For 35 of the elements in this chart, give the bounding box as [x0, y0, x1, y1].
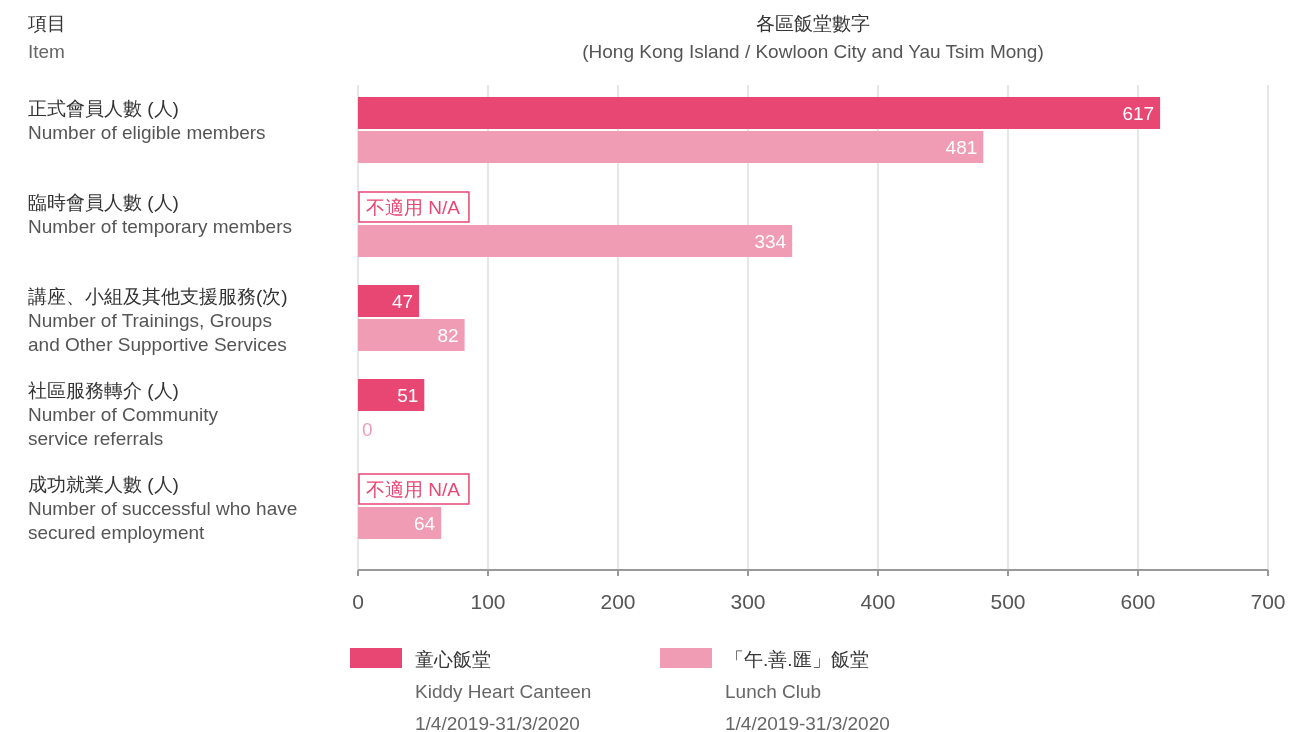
data-label: 0: [362, 419, 373, 440]
chart-title: 各區飯堂數字: [756, 13, 870, 34]
x-tick-label: 100: [470, 590, 506, 613]
y-tick-label: 正式會員人數 (人) Number of eligible members: [28, 98, 266, 143]
x-tick-label: 600: [1120, 590, 1156, 613]
bar: [358, 285, 420, 317]
data-label: 51: [397, 385, 419, 406]
x-tick-label: 200: [600, 590, 636, 613]
data-label: 481: [945, 137, 978, 158]
bar: [358, 225, 793, 257]
x-tick-label: 400: [860, 590, 896, 613]
data-label: 82: [437, 325, 459, 346]
y-tick-label: 臨時會員人數 (人) Number of temporary members: [28, 192, 292, 237]
x-tick-label: 500: [990, 590, 1026, 613]
data-label: 64: [414, 513, 436, 534]
legend-label: 「午.善.匯」飯堂 Lunch Club 1/4/2019-31/3/2020: [725, 649, 890, 732]
text: 不適用 N/A: [366, 197, 460, 218]
y-tick-label: 成功就業人數 (人) Number of successful who have secured employment: [28, 474, 298, 543]
bar: [358, 319, 465, 351]
bar: [358, 507, 442, 539]
data-label: 47: [391, 291, 414, 312]
text: 不適用 N/A: [366, 479, 460, 500]
data-label: 617: [1122, 103, 1155, 124]
data-label: 334: [754, 231, 787, 252]
x-tick-label: 300: [730, 590, 766, 613]
bar: [358, 97, 1161, 129]
x-tick-label: 0: [352, 590, 364, 613]
x-tick-label: 700: [1250, 590, 1286, 613]
y-tick-label: 社區服務轉介 (人) Number of Community service referrals: [28, 380, 219, 449]
text: 項目 Item: [27, 13, 66, 62]
bar: [358, 131, 984, 163]
chart-subtitle: (Hong Kong Island / Kowloon City and Yau Tsim Mong): [582, 41, 1044, 62]
legend-label: 童心飯堂 Kiddy Heart Canteen 1/4/2019-31/3/2020: [415, 649, 592, 732]
y-tick-label: 講座、小組及其他支援服務(次) Number of Trainings, Groups and Other Supportive Services: [28, 286, 288, 355]
bar: [358, 379, 425, 411]
